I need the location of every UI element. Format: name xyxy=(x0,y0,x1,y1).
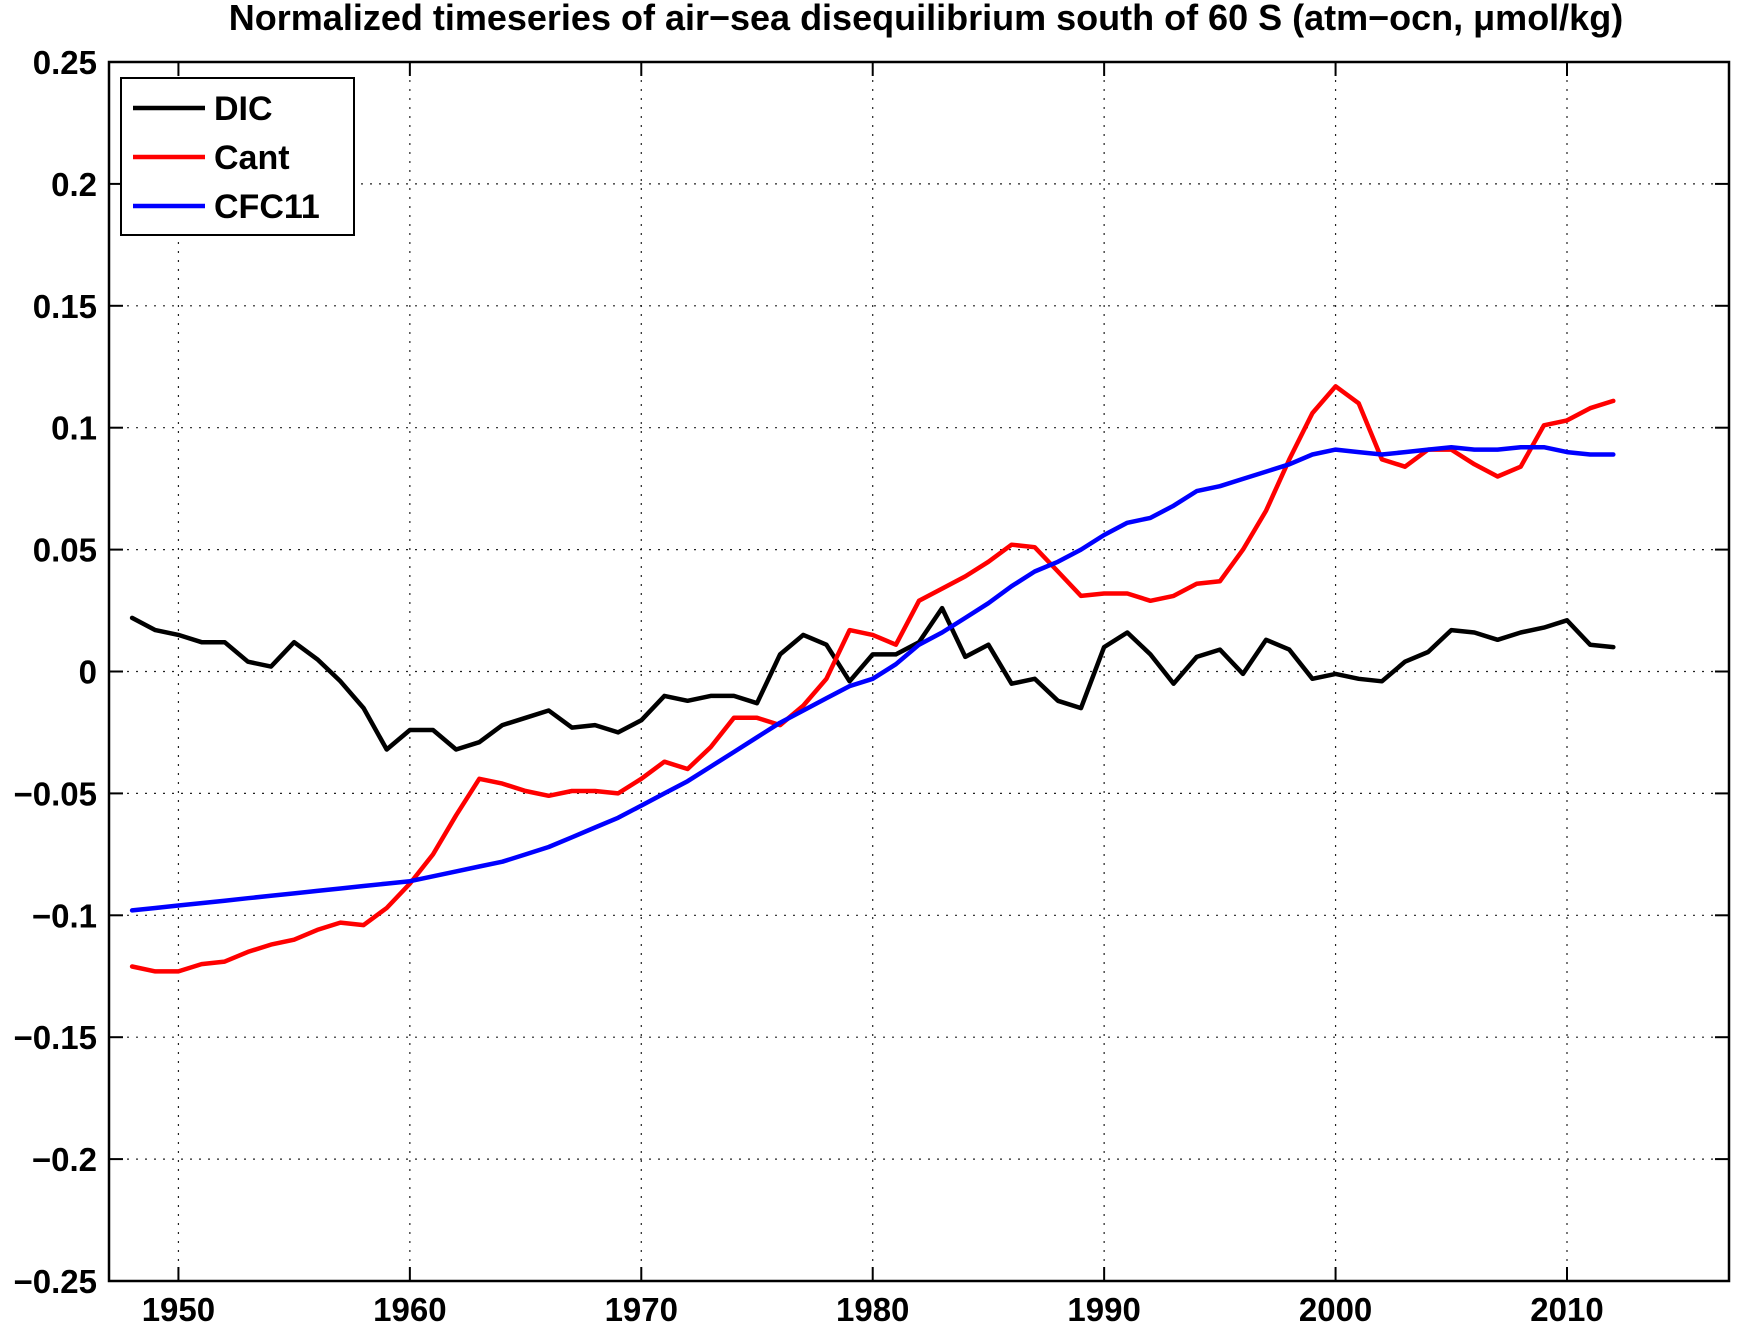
x-tick-label: 2010 xyxy=(1530,1291,1603,1328)
y-tick-label: 0.15 xyxy=(33,288,97,325)
y-tick-label: −0.1 xyxy=(32,897,97,934)
y-tick-label: 0.1 xyxy=(51,410,97,447)
legend-label-cfc11: CFC11 xyxy=(214,188,320,226)
chart-title: Normalized timeseries of air−sea disequi… xyxy=(229,0,1623,38)
x-tick-label: 2000 xyxy=(1299,1291,1372,1328)
series-line-cfc11 xyxy=(132,447,1613,910)
legend-label-cant: Cant xyxy=(214,139,290,177)
series-layer xyxy=(132,386,1613,971)
x-tick-label: 1960 xyxy=(373,1291,446,1328)
y-tick-label: −0.25 xyxy=(14,1263,98,1300)
x-tick-label: 1950 xyxy=(142,1291,215,1328)
x-tick-label: 1990 xyxy=(1067,1291,1140,1328)
y-tick-label: 0.05 xyxy=(33,532,97,569)
axis-layer: 1950 1960 1970 1980 1990 2000 2010 0.25 0.2 0.15 0… xyxy=(14,44,1730,1328)
legend-label-dic: DIC xyxy=(214,90,273,128)
x-tick-label: 1980 xyxy=(836,1291,909,1328)
grid-layer xyxy=(109,62,1729,1281)
y-tick-label: −0.2 xyxy=(32,1141,97,1178)
x-tick-label: 1970 xyxy=(605,1291,678,1328)
y-tick-label: −0.15 xyxy=(14,1019,98,1056)
y-tick-label: 0 xyxy=(79,654,97,691)
legend: DIC Cant CFC11 xyxy=(121,78,354,235)
y-tick-label: 0.25 xyxy=(33,44,97,81)
chart-container: Normalized timeseries of air−sea disequi… xyxy=(0,0,1747,1329)
y-tick-label: 0.2 xyxy=(51,166,97,203)
y-tick-label: −0.05 xyxy=(14,775,98,812)
chart-svg: Normalized timeseries of air−sea disequi… xyxy=(0,0,1747,1329)
